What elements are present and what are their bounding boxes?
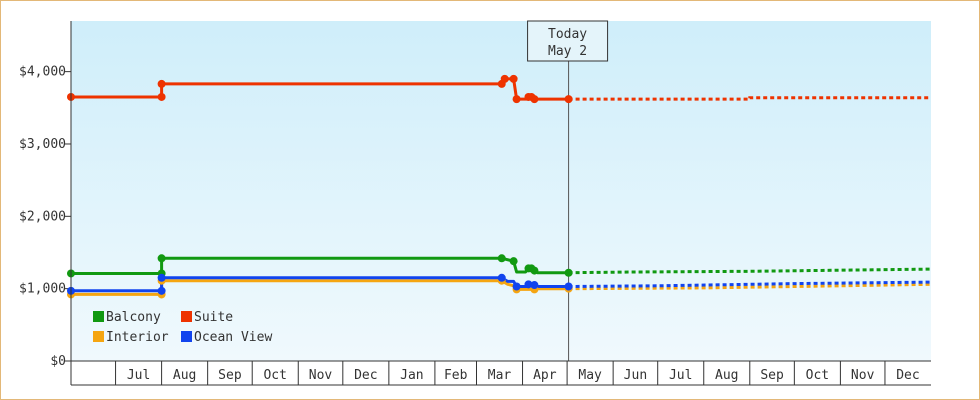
today-box [527, 20, 609, 62]
point-suite [500, 74, 509, 83]
x-tick-label: Jan [400, 368, 423, 383]
x-tick-label: Mar [488, 368, 512, 383]
point-balcony [530, 266, 539, 275]
y-tick-label: $4,000 [19, 65, 66, 80]
legend-swatch-balcony [93, 311, 104, 322]
y-tick-label: $3,000 [19, 137, 66, 152]
x-tick-label: Dec [896, 368, 919, 383]
x-tick-label: Jul [669, 368, 692, 383]
x-tick-label: Nov [851, 368, 875, 383]
forecast-line-suite [568, 96, 931, 101]
x-tick-label: Jul [127, 368, 150, 383]
point-suite [157, 92, 166, 101]
legend-label-balcony: Balcony [106, 310, 161, 325]
y-tick-label: $1,000 [19, 282, 66, 297]
point-ocean-view [524, 280, 533, 289]
y-tick-label: $0 [50, 354, 66, 369]
point-suite [564, 95, 573, 104]
point-balcony [509, 257, 518, 266]
today-marker: Today May 2 [527, 20, 609, 361]
point-suite [509, 74, 518, 83]
legend-swatch-interior [93, 331, 104, 342]
x-tick-label: Sep [218, 368, 242, 383]
today-date: May 2 [548, 44, 587, 59]
x-tick-label: Oct [263, 368, 286, 383]
point-balcony [157, 254, 166, 263]
x-tick-label: Aug [715, 368, 738, 383]
x-tick-label: Apr [533, 368, 557, 383]
x-tick-label: Feb [444, 368, 468, 383]
axes [70, 21, 931, 386]
legend: Balcony Suite Interior Ocean View [93, 310, 272, 345]
point-ocean-view [157, 273, 166, 282]
x-tick-label: Sep [760, 368, 784, 383]
forecast-line-ocean-view [568, 280, 932, 288]
y-tick-label: $2,000 [19, 209, 66, 224]
x-tick-label: Jun [624, 368, 647, 383]
legend-label-suite: Suite [194, 310, 233, 325]
point-suite [157, 79, 166, 88]
legend-swatch-ocean-view [181, 331, 192, 342]
today-label: Today [548, 27, 587, 42]
x-axis-ticks: Jul Aug Sep Oct Nov Dec Jan Feb Mar Apr May Jun Jul A… [115, 361, 920, 385]
point-ocean-view [497, 273, 506, 282]
x-tick-label: Oct [806, 368, 829, 383]
point-balcony [497, 254, 506, 263]
point-ocean-view [530, 281, 539, 290]
point-ocean-view [157, 286, 166, 295]
point-balcony [564, 268, 573, 277]
x-tick-label: May [578, 368, 602, 383]
point-ocean-view [564, 282, 573, 291]
legend-label-interior: Interior [106, 330, 169, 345]
point-suite [512, 95, 521, 104]
point-ocean-view [512, 282, 521, 291]
point-suite [530, 95, 539, 104]
x-tick-label: Nov [309, 368, 333, 383]
x-tick-label: Aug [173, 368, 196, 383]
legend-swatch-suite [181, 311, 192, 322]
legend-label-ocean-view: Ocean View [194, 330, 272, 345]
x-tick-label: Dec [354, 368, 377, 383]
forecast-line-interior [568, 282, 932, 291]
y-axis-ticks: $0 $1,000 $2,000 $3,000 $4,000 [19, 65, 71, 369]
